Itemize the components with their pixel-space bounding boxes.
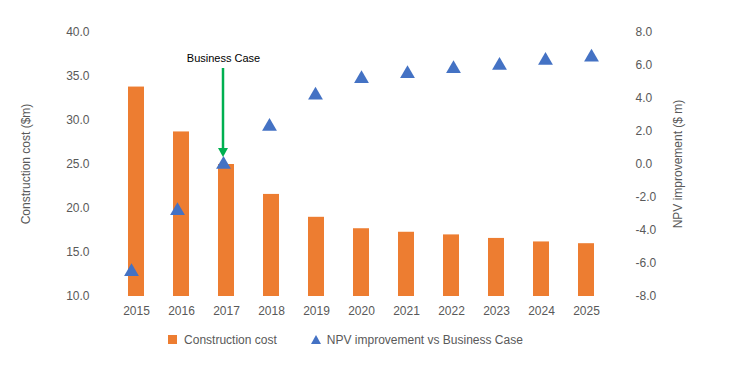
- svg-text:30.0: 30.0: [66, 113, 90, 127]
- svg-text:2018: 2018: [258, 304, 285, 318]
- svg-text:-8.0: -8.0: [636, 289, 657, 303]
- html-text:NPV improvement vs Business Ca: NPV improvement vs Business Case: [326, 333, 523, 347]
- svg-text:10.0: 10.0: [66, 289, 90, 303]
- svg-text:2024: 2024: [528, 304, 555, 318]
- svg-text:2023: 2023: [483, 304, 510, 318]
- svg-text:2020: 2020: [348, 304, 375, 318]
- svg-text:0.0: 0.0: [636, 157, 653, 171]
- svg-text:Construction cost ($m): Construction cost ($m): [19, 104, 33, 225]
- svg-text:-2.0: -2.0: [636, 190, 657, 204]
- svg-text:2021: 2021: [393, 304, 420, 318]
- svg-text:8.0: 8.0: [636, 25, 653, 39]
- svg-text:4.0: 4.0: [636, 91, 653, 105]
- html-text:Construction cost: Construction cost: [184, 333, 277, 347]
- svg-text:6.0: 6.0: [636, 58, 653, 72]
- svg-text:15.0: 15.0: [66, 245, 90, 259]
- svg-text:-6.0: -6.0: [636, 256, 657, 270]
- svg-text:2015: 2015: [123, 304, 150, 318]
- svg-text:35.0: 35.0: [66, 69, 90, 83]
- svg-text:20.0: 20.0: [66, 201, 90, 215]
- svg-text:2017: 2017: [213, 304, 240, 318]
- svg-text:40.0: 40.0: [66, 25, 90, 39]
- svg-text:2025: 2025: [573, 304, 600, 318]
- svg-text:NPV improvement ($ m): NPV improvement ($ m): [671, 100, 685, 229]
- svg-text:2.0: 2.0: [636, 124, 653, 138]
- svg-text:2016: 2016: [168, 304, 195, 318]
- svg-text:-4.0: -4.0: [636, 223, 657, 237]
- svg-text:25.0: 25.0: [66, 157, 90, 171]
- svg-text:Business Case: Business Case: [187, 52, 260, 64]
- svg-text:2022: 2022: [438, 304, 465, 318]
- svg-text:2019: 2019: [303, 304, 330, 318]
